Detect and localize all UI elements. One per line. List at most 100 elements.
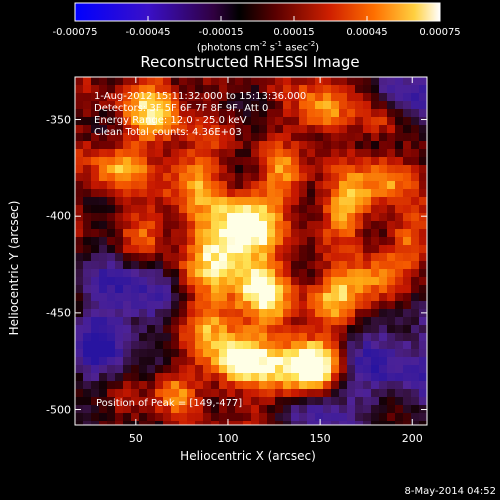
- image-pixel: [323, 325, 332, 334]
- image-pixel: [395, 181, 404, 190]
- image-pixel: [187, 181, 196, 190]
- colorbar-tick-label: 0.00075: [419, 27, 461, 38]
- image-pixel: [123, 93, 132, 102]
- image-pixel: [91, 269, 100, 278]
- image-pixel: [307, 141, 316, 150]
- image-pixel: [203, 261, 212, 270]
- image-pixel: [139, 157, 148, 166]
- image-pixel: [323, 117, 332, 126]
- image-pixel: [211, 413, 220, 422]
- image-pixel: [179, 149, 188, 158]
- image-pixel: [131, 269, 140, 278]
- image-pixel: [339, 173, 348, 182]
- image-pixel: [419, 365, 427, 374]
- image-pixel: [307, 181, 316, 190]
- image-pixel: [147, 93, 156, 102]
- image-pixel: [211, 365, 220, 374]
- image-pixel: [123, 397, 132, 406]
- image-pixel: [131, 285, 140, 294]
- image-pixel: [163, 93, 172, 102]
- image-pixel: [419, 165, 427, 174]
- image-pixel: [267, 133, 276, 142]
- image-pixel: [291, 229, 300, 238]
- image-pixel: [411, 213, 420, 222]
- image-pixel: [339, 373, 348, 382]
- image-pixel: [395, 365, 404, 374]
- image-pixel: [379, 213, 388, 222]
- image-pixel: [419, 189, 427, 198]
- image-pixel: [299, 389, 308, 398]
- image-pixel: [211, 85, 220, 94]
- image-pixel: [355, 261, 364, 270]
- image-pixel: [275, 109, 284, 118]
- image-pixel: [107, 93, 116, 102]
- image-pixel: [419, 349, 427, 358]
- image-pixel: [363, 141, 372, 150]
- image-pixel: [355, 109, 364, 118]
- image-pixel: [387, 85, 396, 94]
- image-pixel: [203, 277, 212, 286]
- image-pixel: [171, 93, 180, 102]
- image-pixel: [355, 205, 364, 214]
- image-pixel: [211, 253, 220, 262]
- image-pixel: [283, 253, 292, 262]
- image-pixel: [267, 413, 276, 422]
- x-tick-label: 100: [217, 432, 239, 445]
- image-pixel: [371, 101, 380, 110]
- image-pixel: [131, 189, 140, 198]
- image-pixel: [147, 405, 156, 414]
- image-pixel: [403, 373, 412, 382]
- image-pixel: [315, 205, 324, 214]
- image-pixel: [419, 357, 427, 366]
- image-pixel: [107, 365, 116, 374]
- image-pixel: [187, 85, 196, 94]
- image-pixel: [339, 101, 348, 110]
- image-pixel: [219, 317, 228, 326]
- image-pixel: [259, 253, 268, 262]
- image-pixel: [323, 301, 332, 310]
- image-pixel: [379, 245, 388, 254]
- image-pixel: [371, 229, 380, 238]
- image-pixel: [99, 101, 108, 110]
- image-pixel: [339, 109, 348, 118]
- image-pixel: [419, 229, 427, 238]
- image-pixel: [155, 85, 164, 94]
- image-pixel: [419, 261, 427, 270]
- image-pixel: [363, 349, 372, 358]
- image-pixel: [251, 317, 260, 326]
- image-pixel: [227, 421, 236, 425]
- image-pixel: [323, 221, 332, 230]
- image-pixel: [259, 221, 268, 230]
- image-pixel: [163, 333, 172, 342]
- image-pixel: [419, 381, 427, 390]
- image-pixel: [83, 221, 92, 230]
- image-pixel: [403, 205, 412, 214]
- image-pixel: [187, 413, 196, 422]
- image-pixel: [283, 413, 292, 422]
- image-pixel: [243, 301, 252, 310]
- image-pixel: [267, 277, 276, 286]
- image-pixel: [75, 77, 84, 86]
- image-pixel: [91, 77, 100, 86]
- image-pixel: [147, 285, 156, 294]
- image-pixel: [331, 189, 340, 198]
- image-pixel: [83, 421, 92, 425]
- image-pixel: [395, 405, 404, 414]
- image-pixel: [267, 205, 276, 214]
- image-pixel: [315, 269, 324, 278]
- image-pixel: [251, 325, 260, 334]
- image-pixel: [419, 133, 427, 142]
- image-pixel: [235, 421, 244, 425]
- image-pixel: [379, 325, 388, 334]
- image-pixel: [187, 253, 196, 262]
- image-pixel: [387, 205, 396, 214]
- image-pixel: [195, 125, 204, 134]
- image-pixel: [339, 413, 348, 422]
- image-pixel: [323, 213, 332, 222]
- image-pixel: [299, 325, 308, 334]
- image-pixel: [307, 173, 316, 182]
- image-pixel: [315, 381, 324, 390]
- image-pixel: [123, 205, 132, 214]
- image-pixel: [91, 245, 100, 254]
- image-pixel: [179, 197, 188, 206]
